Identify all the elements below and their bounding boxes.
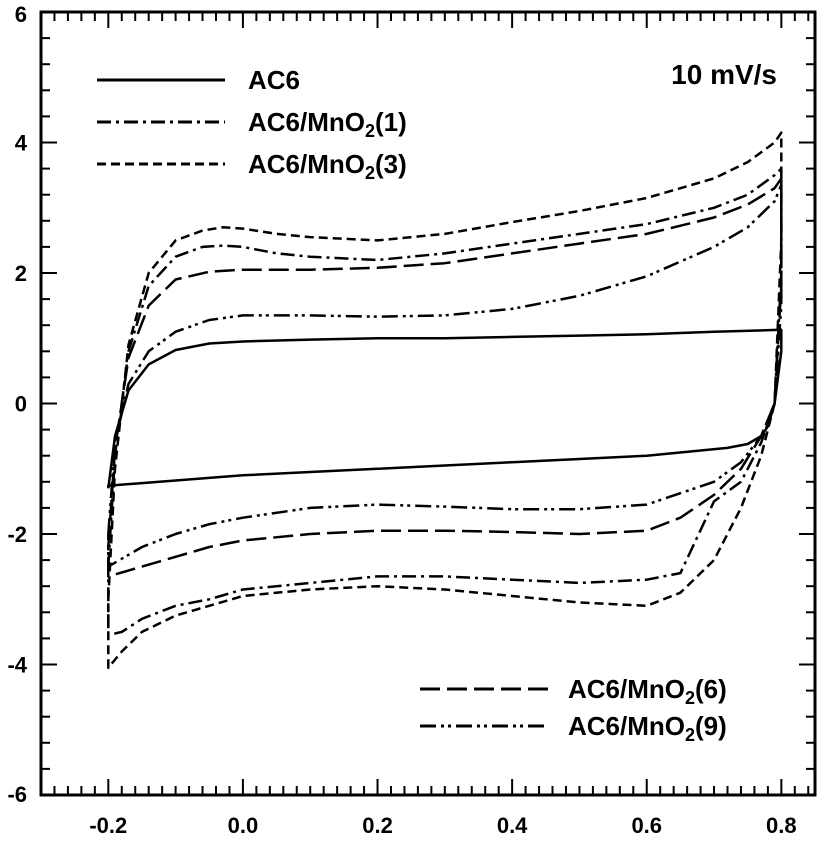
legend-top-left: AC6 AC6/MnO2(1) AC6/MnO2(3) (97, 65, 407, 183)
x-tick-label: 0.4 (497, 813, 528, 838)
y-tick-label: -2 (7, 522, 27, 547)
series-line (107, 328, 783, 489)
legend-label: AC6 (248, 65, 300, 95)
x-tick-label: -0.2 (89, 813, 127, 838)
legend-bottom-right: AC6/MnO2(6)AC6/MnO2(9) (420, 674, 727, 745)
legend-label: AC6/MnO2(9) (568, 711, 727, 745)
scan-rate-annotation: 10 mV/s (671, 59, 777, 90)
legend-label: AC6/MnO2(3) (248, 149, 407, 183)
legend-label: AC6/MnO2(1) (248, 107, 407, 141)
y-tick-label: -4 (7, 653, 27, 678)
series-line (107, 131, 783, 670)
x-tick-label: 0.0 (228, 813, 259, 838)
y-tick-label: 6 (15, 2, 27, 27)
series-layer (107, 131, 783, 670)
y-tick-label: -6 (7, 782, 27, 807)
legend-label: AC6/MnO2(6) (568, 674, 727, 708)
y-tick-label: 2 (15, 261, 27, 286)
series-line (107, 177, 783, 578)
x-tick-label: 0.2 (362, 813, 393, 838)
y-tick-label: 0 (15, 392, 27, 417)
y-tick-label: 4 (15, 131, 28, 156)
x-tick-label: 0.6 (631, 813, 662, 838)
series-line (107, 167, 783, 637)
x-tick-label: 0.8 (766, 813, 797, 838)
series-line (107, 183, 783, 568)
axis-ticks: -0.2 0.0 0.2 0.4 0.6 0.8 -6 -4 -2 0 2 4 6 (7, 2, 815, 838)
